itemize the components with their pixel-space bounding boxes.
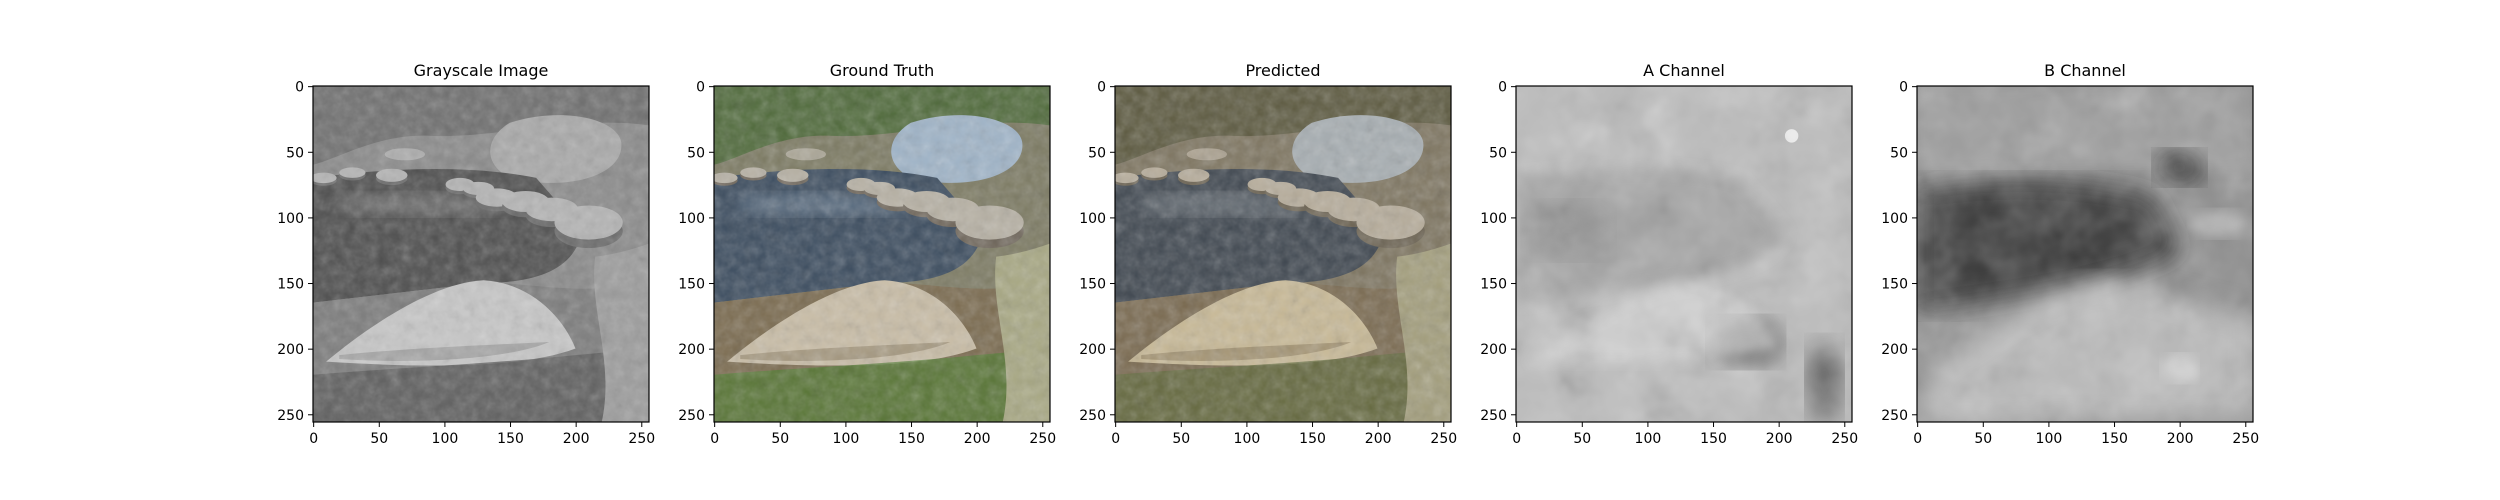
panel-image [714, 86, 1050, 422]
y-tick-label: 100 [277, 211, 304, 227]
x-tick-label: 250 [1029, 431, 1056, 447]
panel-title: Grayscale Image [414, 61, 549, 80]
axes-frame [1114, 85, 1452, 423]
y-tick-label: 50 [1088, 145, 1106, 161]
y-tick-label: 250 [277, 408, 304, 424]
y-tick-label: 150 [277, 277, 304, 293]
panel-title: A Channel [1643, 61, 1725, 80]
y-tick-label: 150 [1079, 277, 1106, 293]
panel-title: B Channel [2044, 61, 2126, 80]
panel-title: Predicted [1245, 61, 1320, 80]
y-tick-label: 250 [1480, 408, 1507, 424]
y-tick-label: 50 [1489, 145, 1507, 161]
y-tick-label: 0 [1097, 80, 1106, 96]
panel-image [1516, 86, 1852, 422]
axes-frame [1515, 85, 1853, 423]
x-tick-label: 50 [1974, 431, 1992, 447]
x-tick-label: 200 [563, 431, 590, 447]
y-tick-label: 200 [678, 342, 705, 358]
x-tick-label: 100 [432, 431, 459, 447]
panel-image [1115, 86, 1451, 422]
x-tick-label: 250 [1831, 431, 1858, 447]
x-tick-label: 150 [898, 431, 925, 447]
y-tick-label: 0 [696, 80, 705, 96]
x-tick-label: 100 [1635, 431, 1662, 447]
y-tick-label: 100 [678, 211, 705, 227]
x-tick-label: 0 [1512, 431, 1521, 447]
y-tick-label: 0 [1899, 80, 1908, 96]
x-tick-label: 200 [1365, 431, 1392, 447]
x-tick-label: 150 [1299, 431, 1326, 447]
x-tick-label: 100 [2036, 431, 2063, 447]
y-tick-label: 200 [1881, 342, 1908, 358]
y-tick-label: 200 [1480, 342, 1507, 358]
x-tick-label: 0 [710, 431, 719, 447]
axes-frame [312, 85, 650, 423]
y-tick-label: 250 [678, 408, 705, 424]
x-tick-label: 150 [497, 431, 524, 447]
x-tick-label: 50 [1573, 431, 1591, 447]
y-tick-label: 50 [687, 145, 705, 161]
y-tick-label: 150 [678, 277, 705, 293]
y-tick-label: 150 [1881, 277, 1908, 293]
x-tick-label: 250 [1430, 431, 1457, 447]
y-tick-label: 0 [1498, 80, 1507, 96]
y-tick-label: 150 [1480, 277, 1507, 293]
panel-grayscale: Grayscale Image 0 0 50 50 100 100 150 150 200 200 2… [277, 61, 655, 447]
y-tick-label: 200 [1079, 342, 1106, 358]
x-tick-label: 250 [2232, 431, 2259, 447]
x-tick-label: 50 [370, 431, 388, 447]
x-tick-label: 100 [833, 431, 860, 447]
x-tick-label: 200 [964, 431, 991, 447]
x-tick-label: 50 [771, 431, 789, 447]
x-tick-label: 200 [2167, 431, 2194, 447]
panel-a-channel: A Channel 0 0 50 50 100 100 150 150 200 200 250 250 [1480, 61, 1858, 447]
x-tick-label: 250 [628, 431, 655, 447]
x-tick-label: 150 [2101, 431, 2128, 447]
x-tick-label: 0 [1111, 431, 1120, 447]
y-tick-label: 100 [1079, 211, 1106, 227]
y-tick-label: 50 [286, 145, 304, 161]
x-tick-label: 0 [1913, 431, 1922, 447]
y-tick-label: 250 [1079, 408, 1106, 424]
panel-truth: Ground Truth 0 0 50 50 100 100 150 150 200 200 250 2… [678, 61, 1056, 447]
panel-image [313, 86, 649, 422]
panel-image [1917, 86, 2253, 422]
axes-frame [713, 85, 1051, 423]
panel-predicted: Predicted 0 0 50 50 100 100 150 150 200 200 250 250 [1079, 61, 1457, 447]
y-tick-label: 100 [1881, 211, 1908, 227]
y-tick-label: 0 [295, 80, 304, 96]
x-tick-label: 0 [309, 431, 318, 447]
x-tick-label: 200 [1766, 431, 1793, 447]
axes-frame [1916, 85, 2254, 423]
y-tick-label: 200 [277, 342, 304, 358]
y-tick-label: 100 [1480, 211, 1507, 227]
x-tick-label: 100 [1234, 431, 1261, 447]
x-tick-label: 50 [1172, 431, 1190, 447]
panel-b-channel: B Channel 0 0 50 50 100 100 150 150 200 200 250 250 [1881, 61, 2259, 447]
y-tick-label: 50 [1890, 145, 1908, 161]
x-tick-label: 150 [1700, 431, 1727, 447]
y-tick-label: 250 [1881, 408, 1908, 424]
panel-title: Ground Truth [830, 61, 935, 80]
